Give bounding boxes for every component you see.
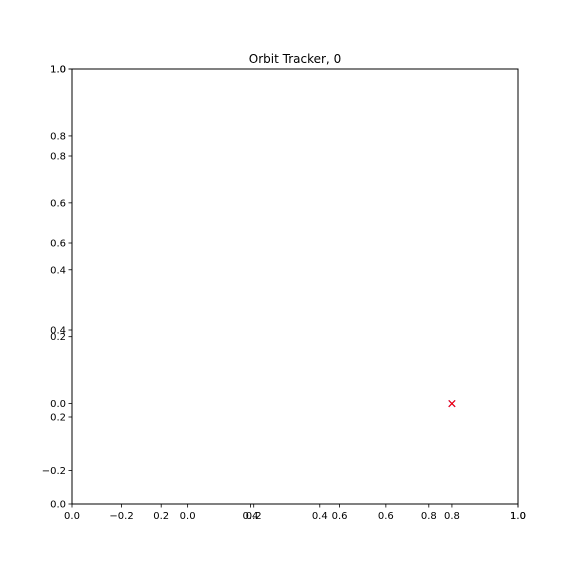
axes-0-ticks: 0.0 0.2 0.4 0.6 0.8 1.00.00.20.40.60.81.0 [50,65,526,523]
axes-1-xtick-label: 0.0 [180,511,196,522]
axes-frame [71,68,519,505]
data-point-marker [448,400,456,408]
axes-1-xtick-label: 1.0 [510,511,526,522]
axes-1-ytick-label: 0.2 [50,332,66,343]
axes-1-xtick-label: 0.2 [246,511,262,522]
axes-0-xtick-label: 1.0 [510,511,526,522]
chart-title: Orbit Tracker, 0 [249,52,341,66]
axes-1-ytick-label: 0.4 [50,265,66,276]
axes-0-ytick-label: 0.6 [50,239,66,250]
axes-1-ytick-label: 0.0 [50,399,66,410]
axes-1-ytick-label: 0.6 [50,198,66,209]
axes-0-xtick-label: 0.4 [242,511,258,522]
axes-1-ticks: −0.2 0.0 0.2 0.4 0.6 0.8 1.0−0.20.00.20.40.60.… [42,65,526,523]
axes-0-xtick-label: 0.8 [421,511,437,522]
axes-1-xtick-label: 0.8 [444,511,460,522]
data-points [448,400,456,408]
axes-1-ytick-label: 0.8 [50,131,66,142]
axes-0-ytick-label: 0.0 [50,500,66,511]
axes-1-xtick-label: 0.4 [312,511,328,522]
axes-0-xtick-label: 0.2 [153,511,169,522]
axes-1-ytick-label: 1.0 [50,65,66,76]
axes-0-ytick-label: 0.8 [50,152,66,163]
axes-0-xtick-label: 0.6 [332,511,348,522]
axes-1-xtick-label: −0.2 [109,511,133,522]
axes-1-xtick-label: 0.6 [378,511,394,522]
axes-0-ytick-label: 1.0 [50,65,66,76]
axes-0-xtick-label: 0.0 [64,511,80,522]
axes-1-ytick-label: −0.2 [42,466,66,477]
axes-0-ytick-label: 0.4 [50,326,66,337]
axes-0-ytick-label: 0.2 [50,413,66,424]
